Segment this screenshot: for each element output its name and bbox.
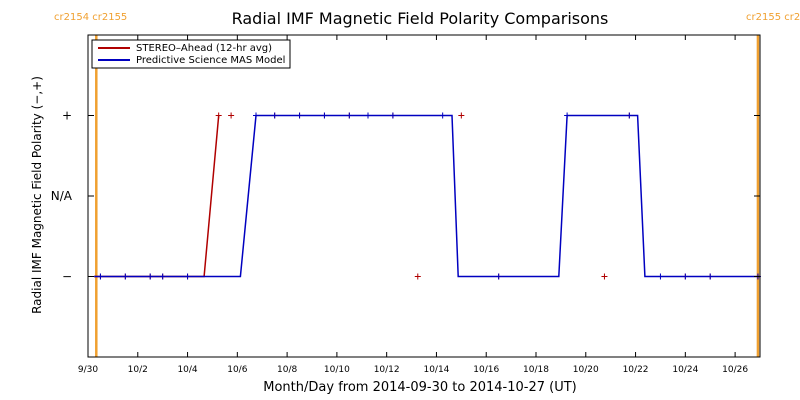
x-tick-label: 10/22 [623,365,649,375]
data-point-model [682,273,689,280]
y-tick-label: − [62,270,72,284]
data-point-model [147,273,154,280]
data-point-model [271,112,278,119]
x-tick-label: 10/10 [324,365,350,375]
x-tick-label: 10/20 [573,365,599,375]
legend: STEREO–Ahead (12-hr avg) Predictive Scie… [91,39,291,69]
x-tick-label: 10/18 [523,365,549,375]
data-point-model [707,273,714,280]
x-tick-label: 10/16 [473,365,499,375]
series-lines-layer [94,114,760,278]
legend-box [91,39,291,69]
data-point-model [253,112,259,119]
data-point-model [564,112,571,119]
x-tick-label: 10/24 [672,365,698,375]
data-point-model [159,273,166,280]
data-point-model [389,112,396,119]
chart-title: Radial IMF Magnetic Field Polarity Compa… [232,9,609,28]
x-axis-label: Month/Day from 2014-09-30 to 2014-10-27 … [263,380,576,395]
data-point-stereo [215,112,222,119]
data-point-model [365,112,371,119]
data-point-stereo [601,273,608,280]
data-point-model [657,273,664,280]
x-tick-label: 10/4 [177,365,197,375]
y-tick-label: N/A [51,189,73,203]
data-point-model [495,273,502,280]
data-point-stereo [228,112,235,119]
data-point-model [296,112,303,119]
y-tick-label: + [62,109,72,123]
data-point-model [626,112,633,119]
data-point-model [97,273,104,280]
x-tick-label: 10/12 [374,365,400,375]
x-tick-label: 10/8 [277,365,297,375]
series-line-model [94,114,760,278]
x-tick-label: 10/26 [722,365,748,375]
data-point-model [439,112,446,119]
carrington-label: cr2155 cr2156 [746,12,800,23]
carrington-label: cr2154 cr2155 [54,12,127,23]
data-point-model [321,112,328,119]
data-point-model [122,273,129,280]
y-axis-label: Radial IMF Magnetic Field Polarity (−,+) [30,76,44,314]
y-axis-ticks: − N/A + [51,109,760,284]
x-tick-label: 9/30 [78,365,98,375]
data-point-model [184,273,191,280]
data-point-model [346,112,353,119]
legend-label-model: Predictive Science MAS Model [136,55,285,66]
data-point-stereo [414,273,421,280]
x-tick-label: 10/2 [128,365,148,375]
x-axis-ticks: 9/30 10/2 10/4 10/6 10/8 10/10 10/12 10/14 10/16… [78,35,748,375]
x-tick-label: 10/14 [423,365,449,375]
data-point-stereo [458,112,465,119]
series-points-layer [97,112,761,280]
legend-label-stereo: STEREO–Ahead (12-hr avg) [136,43,272,54]
x-tick-label: 10/6 [227,365,247,375]
